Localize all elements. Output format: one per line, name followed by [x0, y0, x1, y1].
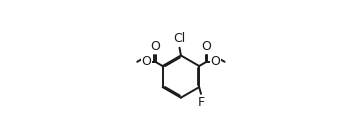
- Text: O: O: [211, 55, 221, 68]
- Text: F: F: [198, 96, 205, 109]
- Text: O: O: [150, 40, 160, 53]
- Text: O: O: [201, 40, 211, 53]
- Text: O: O: [141, 55, 151, 68]
- Text: Cl: Cl: [173, 32, 185, 45]
